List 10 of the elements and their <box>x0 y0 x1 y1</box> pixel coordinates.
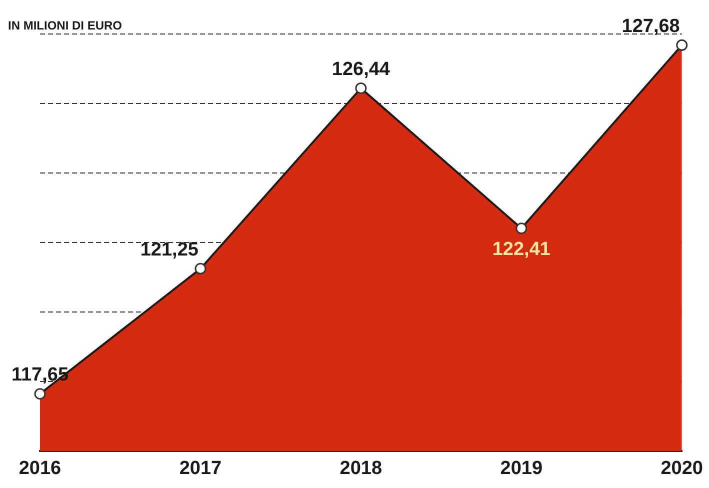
x-tick-label: 2019 <box>500 458 543 479</box>
data-label: 126,44 <box>332 58 390 80</box>
x-tick-label: 2017 <box>179 458 222 479</box>
x-tick-label: 2016 <box>18 458 62 479</box>
x-tick-label: 2018 <box>340 458 382 479</box>
data-label: 121,25 <box>140 239 199 260</box>
data-label: 127,68 <box>622 16 680 37</box>
x-tick-label: 2020 <box>660 458 704 479</box>
y-axis-title: IN MILIONI DI EURO <box>8 18 122 32</box>
data-label: 122,41 <box>492 239 551 260</box>
